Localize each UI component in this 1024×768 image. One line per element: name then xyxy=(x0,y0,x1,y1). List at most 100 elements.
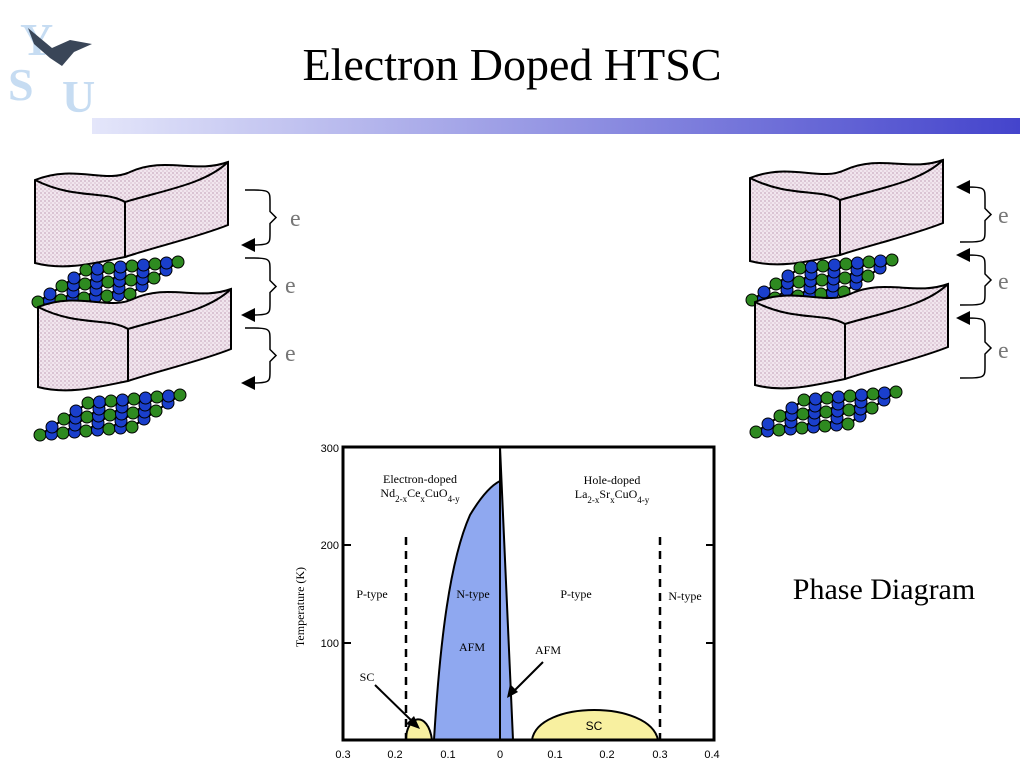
x-tick-label: 0 xyxy=(497,749,503,761)
region-label: AFM xyxy=(459,640,485,654)
oxygen-atom xyxy=(878,386,891,400)
arrow xyxy=(512,661,544,693)
formula: La2-xSrxCuO4-y xyxy=(575,487,650,505)
x-tick-label: 0.1 xyxy=(440,749,455,761)
copper-atom xyxy=(797,393,811,407)
arrowhead xyxy=(241,376,255,390)
oxide-block xyxy=(37,287,232,392)
oxygen-atom xyxy=(69,404,83,418)
copper-atom xyxy=(102,261,116,275)
copper-atom xyxy=(125,259,139,273)
copper-atom xyxy=(148,257,162,271)
bracket xyxy=(244,257,278,316)
oxide-block-edge xyxy=(37,288,232,381)
region-label: N-type xyxy=(456,587,489,601)
slide-title: Electron Doped HTSC xyxy=(302,39,721,90)
copper-atom xyxy=(795,421,809,435)
copper-atom xyxy=(102,422,116,436)
oxygen-atom xyxy=(874,254,887,268)
bracket xyxy=(959,317,993,379)
region-label: N-type xyxy=(668,589,701,603)
copper-atom xyxy=(889,385,903,399)
region-label: SC xyxy=(586,719,603,733)
formula-part: 4-y xyxy=(448,494,460,504)
x-tick-label: 0.3 xyxy=(652,749,667,761)
oxygen-atom xyxy=(828,258,841,272)
bracket xyxy=(959,254,993,306)
layer-diagram-right xyxy=(745,158,993,439)
title-bar xyxy=(92,118,1020,134)
copper-atom xyxy=(171,255,185,269)
logo-bird xyxy=(28,28,92,66)
formula-part: 2-x xyxy=(587,495,599,505)
copper-atom xyxy=(769,277,783,291)
copper-atom xyxy=(792,275,806,289)
copper-atom xyxy=(839,257,853,271)
oxygen-atom xyxy=(785,401,799,415)
copper-atom xyxy=(773,409,787,423)
oxygen-atom xyxy=(67,271,81,285)
oxygen-atom xyxy=(805,260,818,274)
region-label: P-type xyxy=(560,587,591,601)
region-label: SC xyxy=(360,670,375,684)
bracket xyxy=(959,186,993,243)
oxygen-atom xyxy=(160,256,173,270)
formula-part: x xyxy=(610,495,615,505)
copper-atom xyxy=(885,253,899,267)
afm-region xyxy=(432,479,501,741)
phase-diagram: 300 200 100 Temperature (K) 0.3 0.2 0.1 0 0.… xyxy=(293,443,720,761)
copper-atom xyxy=(842,403,856,417)
copper-atom xyxy=(796,407,810,421)
copper-atom xyxy=(866,387,880,401)
region-heading: Hole-doped xyxy=(584,473,641,487)
oxygen-atom xyxy=(45,420,59,434)
copper-atom xyxy=(861,269,875,283)
copper-atom xyxy=(78,277,92,291)
copper-atom xyxy=(816,259,830,273)
arrowhead xyxy=(956,248,970,262)
arrow xyxy=(374,684,415,724)
copper-atom xyxy=(101,275,115,289)
copper-atom xyxy=(56,426,70,440)
formula-part: CuO xyxy=(615,487,638,501)
arrowhead xyxy=(956,311,970,325)
oxygen-atom xyxy=(851,256,864,270)
oxygen-atom xyxy=(832,390,845,404)
oxide-block xyxy=(34,160,229,268)
formula: Nd2-xCexCuO4-y xyxy=(380,486,460,504)
formula-part: La xyxy=(575,487,588,501)
y-tick-label: 200 xyxy=(321,540,339,552)
logo-letter: U xyxy=(62,71,95,122)
arrowhead xyxy=(241,238,255,252)
copper-atom xyxy=(150,390,164,404)
x-tick-label: 0.2 xyxy=(599,749,614,761)
copper-atom xyxy=(55,279,69,293)
copper-atom xyxy=(843,389,857,403)
afm-region xyxy=(499,446,515,741)
electron-label: e xyxy=(998,269,1009,295)
arrowhead xyxy=(241,308,255,322)
copper-atom xyxy=(820,391,834,405)
oxygen-atom xyxy=(114,260,127,274)
formula-part: CuO xyxy=(425,486,448,500)
electron-label: e xyxy=(285,341,296,367)
oxide-block xyxy=(749,158,944,266)
copper-atom xyxy=(79,263,93,277)
electron-label: e xyxy=(285,273,296,299)
formula-part: Sr xyxy=(599,487,610,501)
copper-atom xyxy=(862,255,876,269)
copper-atom xyxy=(173,388,187,402)
oxygen-atom xyxy=(137,258,150,272)
copper-atom xyxy=(57,412,71,426)
y-axis-label: Temperature (K) xyxy=(293,567,307,647)
copper-atom xyxy=(818,419,832,433)
electron-label: e xyxy=(998,203,1009,229)
electron-label: e xyxy=(290,206,301,232)
oxygen-atom xyxy=(43,287,57,301)
formula-part: Nd xyxy=(380,486,395,500)
copper-atom xyxy=(749,425,763,439)
copper-atom xyxy=(81,396,95,410)
copper-atom xyxy=(865,401,879,415)
x-tick-label: 0.4 xyxy=(704,749,719,761)
